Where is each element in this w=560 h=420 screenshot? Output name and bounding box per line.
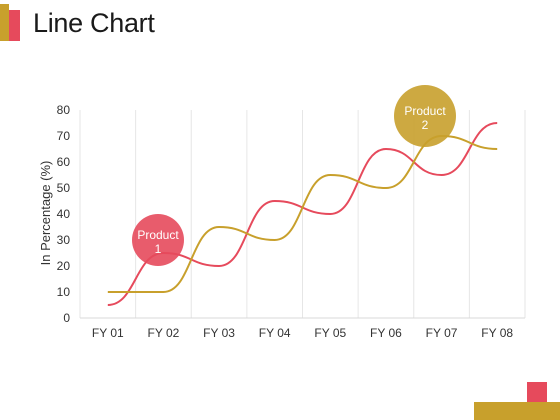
callout-label-line2: 1 [155, 242, 162, 256]
callout-label-line1: Product [404, 104, 446, 118]
title-accent-red [9, 10, 20, 41]
x-tick-label: FY 07 [426, 326, 458, 340]
callout-circle [132, 214, 184, 266]
corner-accent-gold [474, 402, 560, 420]
x-tick-label: FY 01 [92, 326, 124, 340]
callout-label-line2: 2 [422, 118, 429, 132]
x-tick-label: FY 08 [481, 326, 513, 340]
x-tick-label: FY 05 [314, 326, 346, 340]
x-tick-label: FY 04 [259, 326, 291, 340]
page-title: Line Chart [33, 8, 155, 38]
y-tick-label: 0 [63, 311, 70, 325]
title-accent-gold [0, 4, 9, 41]
y-tick-label: 40 [57, 207, 71, 221]
y-axis-ticks: 0 10 20 30 40 50 60 70 80 [57, 103, 71, 325]
x-tick-label: FY 03 [203, 326, 235, 340]
y-axis-label: In Percentage (%) [38, 161, 53, 266]
y-tick-label: 60 [57, 155, 71, 169]
corner-accent-red [527, 382, 547, 402]
callout-circle [394, 85, 456, 147]
grid-layer [79, 110, 526, 319]
y-tick-label: 50 [57, 181, 71, 195]
y-tick-label: 20 [57, 259, 71, 273]
callout-label-line1: Product [137, 228, 179, 242]
y-tick-label: 80 [57, 103, 71, 117]
x-tick-label: FY 02 [148, 326, 180, 340]
y-tick-label: 10 [57, 285, 71, 299]
y-tick-label: 30 [57, 233, 71, 247]
x-axis-ticks: FY 01 FY 02 FY 03 FY 04 FY 05 FY 06 FY 07 FY 08 [92, 326, 514, 340]
x-tick-label: FY 06 [370, 326, 402, 340]
y-tick-label: 70 [57, 129, 71, 143]
